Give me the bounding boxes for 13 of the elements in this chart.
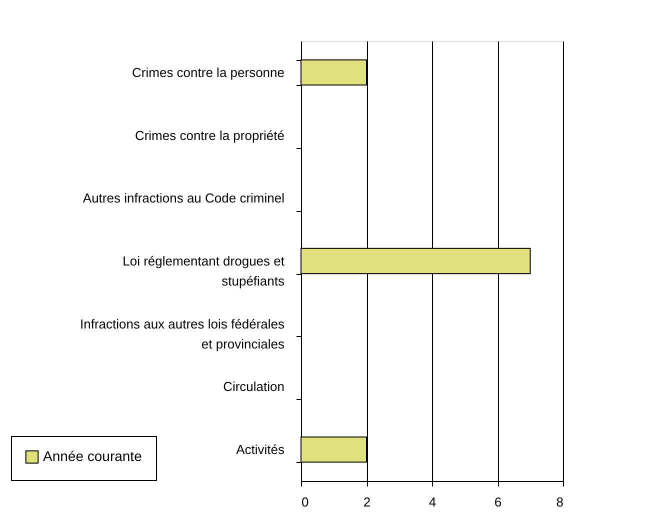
x-tick-label: 0 xyxy=(302,494,309,510)
x-tick-label: 8 xyxy=(556,494,564,510)
y-tick-label: Activités xyxy=(236,442,285,458)
x-tick-label: 2 xyxy=(363,494,371,510)
y-tick-label: Circulation xyxy=(223,379,284,394)
y-tick-label: Autres infractions au Code criminel xyxy=(82,190,285,206)
y-tick-label: Loi réglementant drogues et stupéfiants xyxy=(122,254,285,288)
y-tick-label: Infractions aux autres lois fédérales et provinciales xyxy=(80,316,285,352)
y-tick-label: Crimes contre la propriété xyxy=(134,128,284,143)
y-tick-label: Crimes contre la personne xyxy=(132,64,284,80)
x-tick-label: 6 xyxy=(494,494,502,510)
x-tick-label: 4 xyxy=(428,494,436,510)
legend-label: Année courante xyxy=(43,448,142,464)
